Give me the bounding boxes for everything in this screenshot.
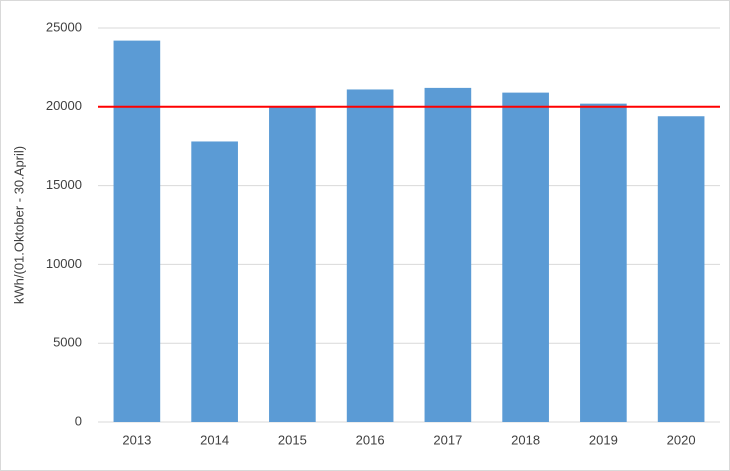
bar — [502, 92, 549, 422]
x-tick-label: 2020 — [667, 432, 696, 447]
x-tick-label: 2018 — [511, 432, 540, 447]
x-tick-label: 2017 — [433, 432, 462, 447]
y-tick-label: 10000 — [46, 256, 82, 271]
bar — [346, 89, 394, 423]
x-tick-label: 2014 — [200, 432, 229, 447]
bar — [269, 106, 316, 423]
y-tick-label: 20000 — [46, 98, 82, 113]
y-tick-label: 15000 — [46, 177, 82, 192]
y-tick-label: 25000 — [46, 19, 82, 34]
x-tick-label: 2016 — [356, 432, 385, 447]
bar — [657, 116, 705, 423]
y-tick-label: 0 — [75, 413, 82, 428]
bar — [424, 87, 472, 422]
x-tick-label: 2015 — [278, 432, 307, 447]
x-tick-label: 2019 — [589, 432, 618, 447]
bar — [191, 141, 238, 423]
x-tick-label: 2013 — [122, 432, 151, 447]
y-axis-label: kWh/(01.Oktober - 30.April) — [11, 146, 26, 304]
bar — [113, 40, 161, 422]
y-tick-label: 5000 — [53, 335, 82, 350]
bar — [580, 103, 627, 422]
